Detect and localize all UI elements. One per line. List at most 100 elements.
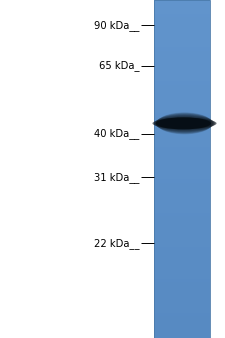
Bar [154,95,210,96]
Bar [154,46,210,47]
Bar [154,120,210,122]
Bar [154,292,210,294]
Bar [154,161,210,162]
Bar [154,54,210,56]
Bar [154,243,210,245]
Bar [154,193,210,194]
Bar [154,91,210,93]
Bar [154,181,210,183]
Bar [154,255,210,257]
Ellipse shape [155,114,214,132]
Bar [154,30,210,32]
Bar [154,74,210,76]
Bar [154,128,210,130]
Bar [154,29,210,30]
Bar [154,196,210,198]
Bar [154,199,210,201]
Bar [154,211,210,213]
Bar [154,226,210,228]
Bar [154,52,210,54]
Bar [154,220,210,221]
Bar [154,49,210,51]
Bar [154,252,210,254]
Ellipse shape [155,115,214,132]
Ellipse shape [154,116,215,131]
Bar [154,81,210,83]
Bar [154,42,210,44]
Bar [154,176,210,177]
Bar [154,188,210,189]
Bar [154,112,210,113]
Bar [154,162,210,164]
Bar [154,208,210,210]
Bar [154,262,210,264]
Bar [154,235,210,237]
Bar [154,69,210,71]
Bar [154,79,210,81]
Bar [154,215,210,216]
Bar [154,101,210,103]
Bar [154,12,210,14]
Bar [154,150,210,152]
Text: 31 kDa__: 31 kDa__ [94,172,140,183]
Bar [154,15,210,17]
Bar [154,257,210,259]
Bar [154,274,210,275]
Bar [154,10,210,12]
Bar [154,319,210,321]
Bar [154,59,210,61]
Bar [154,282,210,284]
Text: 40 kDa__: 40 kDa__ [94,128,140,139]
Bar [154,183,210,184]
Bar [154,19,210,20]
Bar [154,93,210,95]
Bar [154,113,210,115]
Bar [154,172,210,174]
Bar [154,108,210,110]
Bar [154,3,210,5]
Bar [154,61,210,63]
Bar [154,194,210,196]
Bar [154,134,210,135]
Bar [154,115,210,117]
Ellipse shape [153,117,216,129]
Bar [154,189,210,191]
Bar [154,0,210,338]
Bar [154,37,210,39]
Bar [154,84,210,86]
Bar [154,105,210,106]
Bar [154,324,210,326]
Bar [154,286,210,287]
Bar [154,264,210,265]
Bar [154,284,210,286]
Bar [154,198,210,199]
Bar [154,309,210,311]
Ellipse shape [154,116,215,130]
Bar [154,66,210,68]
Bar [154,14,210,15]
Bar [154,245,210,247]
Bar [154,242,210,243]
Bar [154,335,210,336]
Bar [154,299,210,301]
Ellipse shape [153,117,216,130]
Ellipse shape [156,113,213,134]
Bar [154,203,210,204]
Bar [154,22,210,24]
Bar [154,291,210,292]
Bar [154,142,210,144]
Bar [154,96,210,98]
Bar [154,167,210,169]
Bar [154,166,210,167]
Bar [154,5,210,7]
Bar [154,147,210,149]
Text: 65 kDa_: 65 kDa_ [99,61,140,71]
Ellipse shape [156,113,213,134]
Bar [154,127,210,128]
Bar [154,169,210,171]
Bar [154,20,210,22]
Bar [154,44,210,46]
Bar [154,41,210,42]
Bar [154,330,210,331]
Bar [154,272,210,274]
